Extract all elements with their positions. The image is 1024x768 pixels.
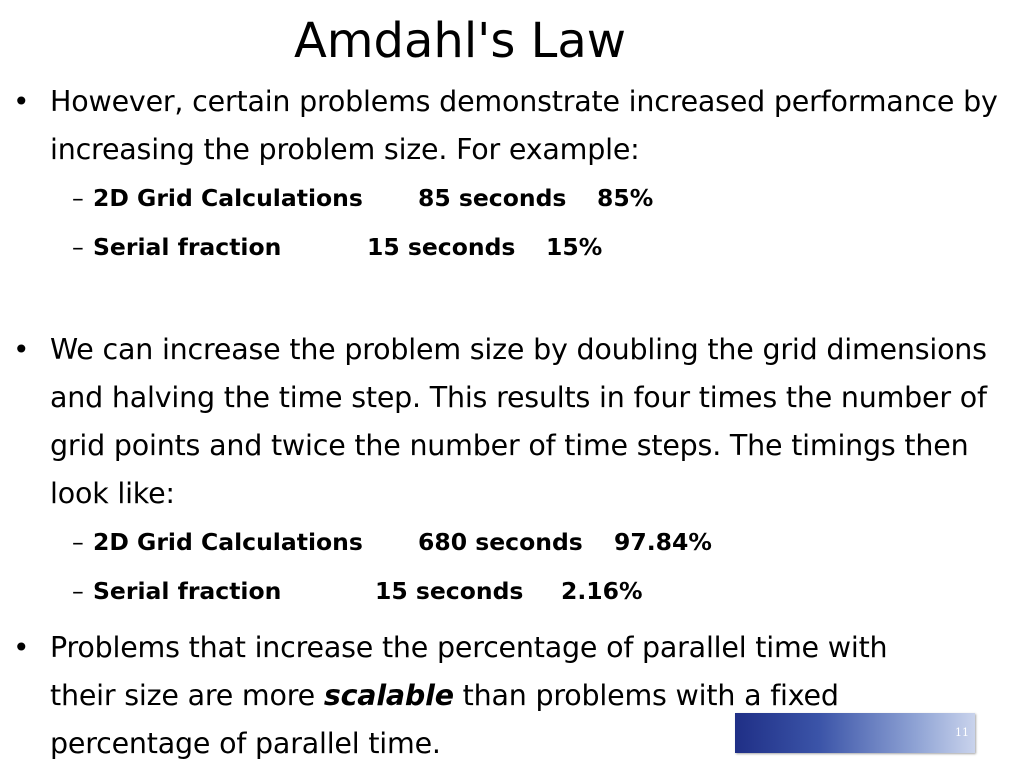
bullet-1: • However, certain problems demonstrate …	[0, 78, 1000, 174]
scalable-emphasis: scalable	[323, 679, 454, 712]
sub-percent: 2.16%	[561, 577, 643, 605]
sub-item: – 2D Grid Calculations 85 seconds 85%	[0, 174, 1000, 223]
bullet-dot-icon: •	[13, 333, 30, 366]
page-number: 11	[955, 726, 969, 739]
sub-label: Serial fraction	[93, 233, 282, 261]
sub-label: Serial fraction	[93, 577, 282, 605]
slide-title: Amdahl's Law	[293, 13, 627, 69]
sub-item: – Serial fraction 15 seconds 2.16%	[0, 567, 1000, 616]
bullet-dot-icon: •	[13, 631, 30, 664]
bullet-3-text-before: Problems that increase the percentage of…	[50, 631, 888, 712]
sub-percent: 85%	[597, 184, 654, 212]
sub-time: 680 seconds	[418, 528, 583, 556]
sub-time: 15 seconds	[375, 577, 524, 605]
dash-icon: –	[72, 184, 84, 212]
sub-label: 2D Grid Calculations	[93, 184, 363, 212]
sub-time: 85 seconds	[418, 184, 567, 212]
sub-percent: 97.84%	[614, 528, 712, 556]
bullet-block-1: • However, certain problems demonstrate …	[0, 78, 1000, 272]
sub-percent: 15%	[546, 233, 603, 261]
bullet-block-3: • Problems that increase the percentage …	[0, 624, 1000, 768]
bullet-3: • Problems that increase the percentage …	[0, 624, 1000, 768]
sub-item: – Serial fraction 15 seconds 15%	[0, 223, 1000, 272]
bullet-dot-icon: •	[13, 85, 30, 118]
footer-bar: 11	[735, 713, 975, 753]
sub-label: 2D Grid Calculations	[93, 528, 363, 556]
bullet-2: • We can increase the problem size by do…	[0, 326, 1000, 518]
dash-icon: –	[72, 528, 84, 556]
dash-icon: –	[72, 577, 84, 605]
bullet-1-text: However, certain problems demonstrate in…	[50, 85, 998, 166]
dash-icon: –	[72, 233, 84, 261]
bullet-2-text: We can increase the problem size by doub…	[50, 333, 987, 510]
bullet-3-text-after: than problems with a fixed percentage of…	[50, 679, 839, 760]
sub-time: 15 seconds	[367, 233, 516, 261]
bullet-block-2: • We can increase the problem size by do…	[0, 326, 1000, 616]
sub-item: – 2D Grid Calculations 680 seconds 97.84…	[0, 518, 1000, 567]
